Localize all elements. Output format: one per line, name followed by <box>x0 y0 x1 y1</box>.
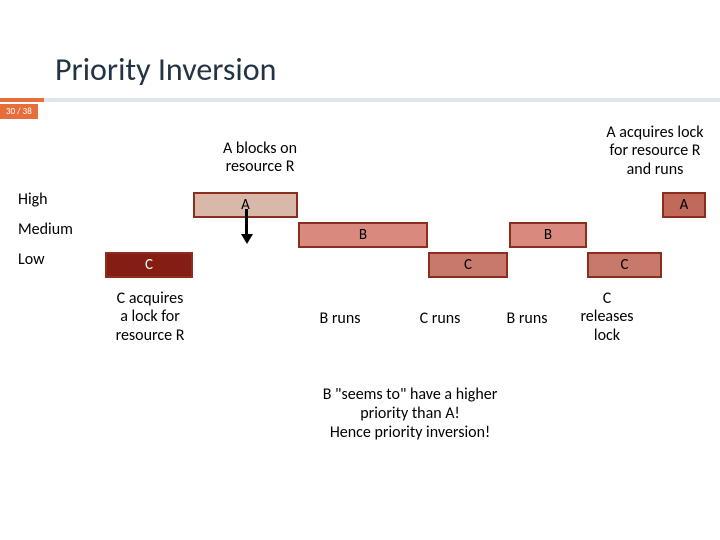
annotation-b-runs-2: B runs <box>492 310 562 328</box>
row-label-high: High <box>18 190 48 209</box>
page-counter: 30 / 38 <box>0 104 38 119</box>
annotation-a-blocks: A blocks onresource R <box>200 140 320 177</box>
timeline-block-b1: B <box>298 222 428 248</box>
slide-title: Priority Inversion <box>55 50 276 89</box>
row-label-medium: Medium <box>18 220 73 239</box>
timeline-block-b2: B <box>509 222 587 248</box>
annotation-a-acquires: A acquires lockfor resource Rand runs <box>590 124 720 179</box>
annotation-c-acquires: C acquiresa lock forresource R <box>95 290 205 345</box>
timeline-block-a2: A <box>662 192 706 218</box>
title-underline <box>0 98 720 102</box>
row-label-low: Low <box>18 250 45 269</box>
arrow-a-to-b-line <box>245 209 248 236</box>
arrow-a-to-b-head <box>241 234 253 244</box>
timeline-block-c3: C <box>587 252 662 278</box>
timeline-block-c1: C <box>105 252 193 278</box>
annotation-b-runs-1: B runs <box>305 310 375 328</box>
conclusion-text: B "seems to" have a higherpriority than … <box>280 385 540 443</box>
timeline-block-c2: C <box>428 252 508 278</box>
annotation-c-releases: Creleaseslock <box>562 290 652 345</box>
slide-root: Priority Inversion 30 / 38 High Medium L… <box>0 0 720 540</box>
annotation-c-runs: C runs <box>405 310 475 328</box>
